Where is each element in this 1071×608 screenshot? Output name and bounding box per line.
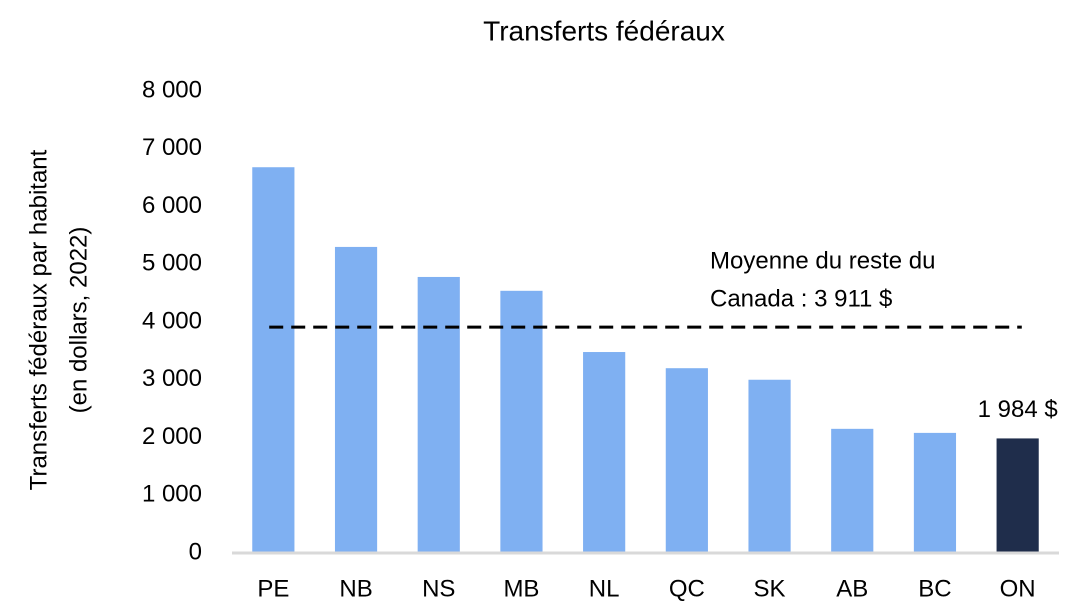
bar bbox=[500, 290, 543, 553]
y-axis-label: Transferts fédéraux par habitant bbox=[25, 149, 52, 490]
x-tick-label: AB bbox=[836, 575, 868, 602]
reference-label: Moyenne du reste du bbox=[710, 247, 935, 274]
x-tick-label: ON bbox=[1000, 575, 1036, 602]
x-tick-label: NL bbox=[589, 575, 620, 602]
bar bbox=[996, 438, 1039, 553]
y-tick-label: 8 000 bbox=[142, 76, 202, 103]
bar bbox=[334, 246, 378, 554]
x-tick-label: MB bbox=[503, 575, 539, 602]
reference-label: Canada : 3 911 $ bbox=[710, 285, 892, 312]
y-tick-label: 1 000 bbox=[142, 481, 202, 508]
y-tick-label: 3 000 bbox=[142, 365, 202, 392]
x-tick-label: QC bbox=[669, 575, 705, 602]
bar bbox=[665, 368, 708, 553]
bar bbox=[583, 352, 626, 553]
chart-title: Transferts fédéraux bbox=[483, 15, 725, 46]
y-tick-label: 6 000 bbox=[142, 192, 202, 219]
bar bbox=[252, 167, 295, 554]
bar bbox=[913, 432, 957, 553]
y-tick-label: 7 000 bbox=[142, 134, 202, 161]
x-tick-label: SK bbox=[754, 575, 786, 602]
data-label: 1 984 $ bbox=[978, 396, 1058, 423]
x-tick-label: PE bbox=[257, 575, 289, 602]
x-tick-label: NS bbox=[422, 575, 455, 602]
bar bbox=[831, 428, 874, 553]
bar bbox=[417, 276, 460, 553]
x-tick-label: BC bbox=[918, 575, 951, 602]
y-tick-label: 0 bbox=[189, 538, 202, 565]
y-tick-label: 4 000 bbox=[142, 307, 202, 334]
y-tick-label: 5 000 bbox=[142, 250, 202, 277]
x-tick-label: NB bbox=[339, 575, 372, 602]
bar bbox=[748, 379, 791, 553]
y-tick-label: 2 000 bbox=[142, 423, 202, 450]
y-axis-label: (en dollars, 2022) bbox=[65, 227, 92, 414]
